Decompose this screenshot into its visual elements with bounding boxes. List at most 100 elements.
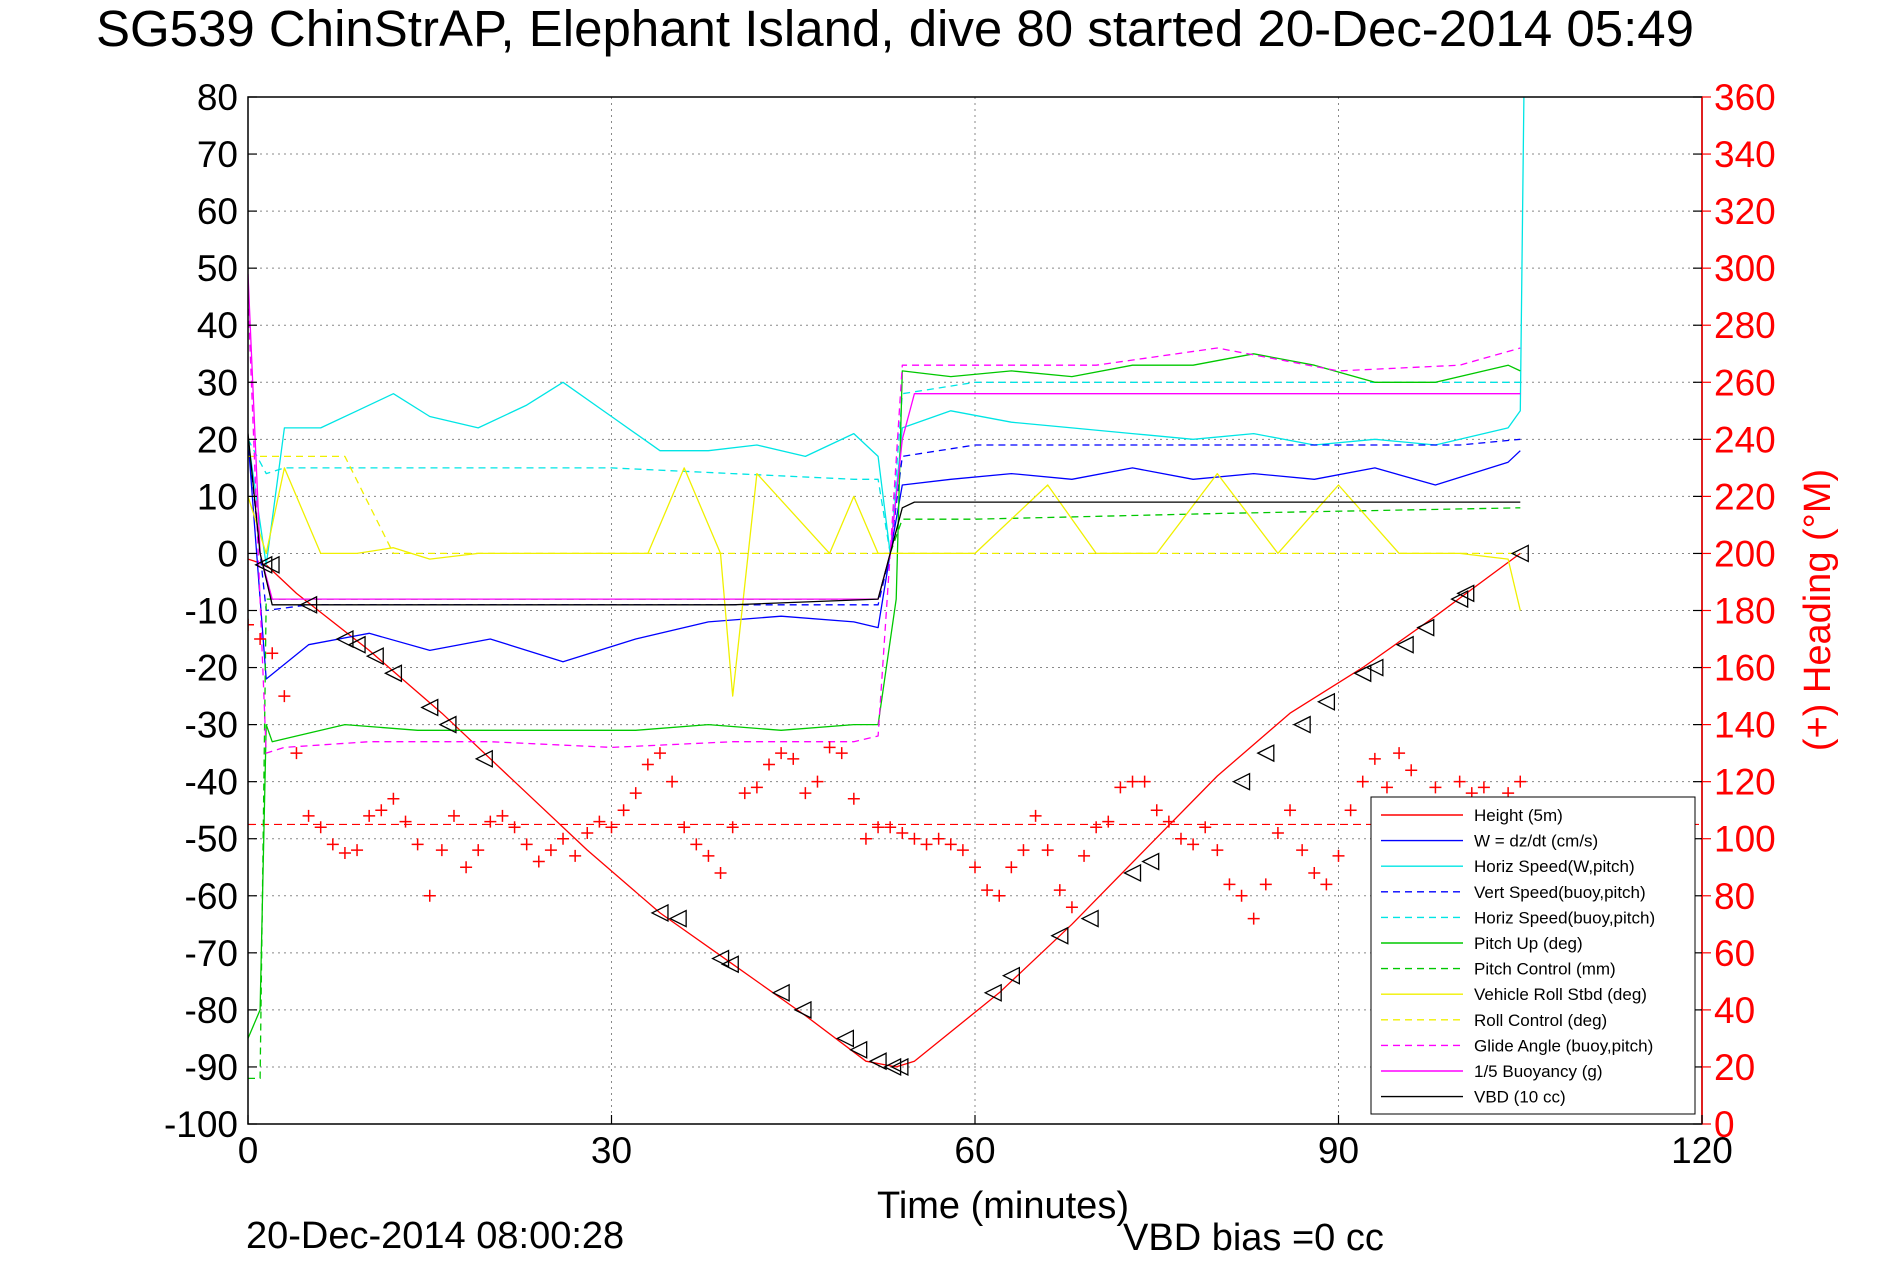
depth-marker <box>1316 692 1336 711</box>
depth-marker <box>1365 658 1384 677</box>
heading-point <box>702 849 715 862</box>
series-line-5 <box>248 353 1521 1039</box>
depth-marker <box>1232 772 1251 791</box>
y-tick-label: -20 <box>185 648 238 689</box>
x-tick-label: 90 <box>1318 1130 1359 1171</box>
depth-marker <box>668 909 687 928</box>
right-tick-label: 0 <box>1714 1104 1735 1145</box>
heading-point <box>544 844 557 857</box>
y-tick-label: -100 <box>164 1104 238 1145</box>
heading-point <box>1514 775 1527 788</box>
depth-marker <box>720 955 739 974</box>
heading-point <box>1174 832 1187 845</box>
x-tick-label: 30 <box>591 1130 632 1171</box>
heading-point <box>423 889 436 902</box>
legend-label: W = dz/dt (cm/s) <box>1474 832 1598 851</box>
heading-point <box>944 838 957 851</box>
right-tick-label: 120 <box>1714 762 1776 803</box>
heading-point <box>738 787 751 800</box>
heading-point <box>1235 889 1248 902</box>
depth-marker <box>261 555 280 574</box>
heading-point <box>411 838 424 851</box>
heading-point <box>1405 764 1418 777</box>
heading-point <box>763 758 776 771</box>
heading-point <box>750 781 763 794</box>
heading-point <box>1029 809 1042 822</box>
heading-point <box>387 792 400 805</box>
heading-point <box>726 821 739 834</box>
depth-marker <box>868 1052 887 1071</box>
right-tick-label: 300 <box>1714 248 1776 289</box>
heading-point <box>956 844 969 857</box>
heading-point <box>1332 849 1345 862</box>
heading-point <box>496 809 509 822</box>
heading-point <box>1344 804 1357 817</box>
depth-marker <box>1080 909 1099 928</box>
y-tick-label: -70 <box>185 933 238 974</box>
heading-point <box>823 741 836 754</box>
depth-marker <box>335 629 354 649</box>
heading-point <box>1078 849 1091 862</box>
legend-label: Roll Control (deg) <box>1474 1011 1607 1030</box>
heading-point <box>1308 866 1321 879</box>
heading-point <box>775 747 788 760</box>
depth-marker <box>1416 618 1435 637</box>
series-line-0 <box>248 552 1521 1068</box>
heading-point <box>1296 844 1309 857</box>
series-line-8 <box>248 455 1521 555</box>
heading-point <box>629 787 642 800</box>
heading-point <box>1102 815 1115 828</box>
y-tick-label: 10 <box>197 476 238 517</box>
heading-point <box>653 747 666 760</box>
legend-label: VBD (10 cc) <box>1474 1088 1566 1107</box>
heading-point <box>908 832 921 845</box>
legend-label: Pitch Control (mm) <box>1474 960 1616 979</box>
heading-point <box>787 752 800 765</box>
heading-point <box>835 747 848 760</box>
legend-label: Horiz Speed(buoy,pitch) <box>1474 908 1655 927</box>
series-line-4 <box>248 381 1521 555</box>
heading-point <box>278 690 291 703</box>
heading-point <box>859 832 872 845</box>
legend-box <box>1370 796 1696 1115</box>
depth-marker <box>1292 715 1311 734</box>
depth-marker <box>1256 744 1275 763</box>
legend-label: 1/5 Buoyancy (g) <box>1474 1062 1603 1081</box>
series-line-11 <box>248 433 1521 606</box>
heading-point <box>1380 781 1393 794</box>
heading-point <box>1259 878 1272 891</box>
heading-point <box>1090 821 1103 834</box>
heading-point <box>1429 781 1442 794</box>
right-tick-label: 160 <box>1714 648 1776 689</box>
heading-point <box>981 884 994 897</box>
y-tick-label: 40 <box>197 305 238 346</box>
x-tick-label: 0 <box>238 1130 259 1171</box>
depth-marker <box>1450 590 1469 609</box>
heading-point <box>1053 884 1066 897</box>
heading-point <box>290 747 303 760</box>
right-tick-label: 140 <box>1714 705 1776 746</box>
right-tick-label: 80 <box>1714 876 1755 917</box>
heading-point <box>460 861 473 874</box>
heading-point <box>969 861 981 874</box>
heading-point <box>932 832 945 845</box>
heading-point <box>1065 901 1078 914</box>
right-tick-label: 20 <box>1714 1047 1755 1088</box>
heading-point <box>617 804 630 817</box>
heading-point <box>248 618 254 631</box>
depth-marker <box>890 1057 909 1076</box>
y-tick-label: 0 <box>217 533 238 574</box>
legend-label: Vehicle Roll Stbd (deg) <box>1474 985 1647 1004</box>
heading-point <box>1356 775 1369 788</box>
left-axis: 80 70 60 50 40 30 20 10 0 -10 -20 -30 -40 -50 -60 -70 -8… <box>164 77 1702 1145</box>
depth-marker <box>1395 635 1414 654</box>
right-tick-label: 240 <box>1714 419 1776 460</box>
heading-point <box>314 821 327 834</box>
x-axis-label: Time (minutes) <box>877 1185 1129 1227</box>
heading-point <box>1271 827 1284 840</box>
right-tick-label: 340 <box>1714 134 1776 175</box>
heading-point <box>569 849 582 862</box>
plot-area <box>248 97 1702 1080</box>
heading-point <box>508 821 521 834</box>
depth-marker <box>1510 544 1529 563</box>
